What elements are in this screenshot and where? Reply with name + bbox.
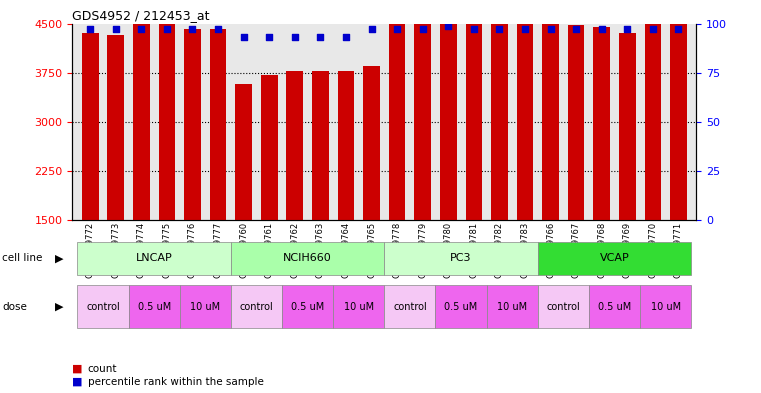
Text: cell line: cell line [2, 253, 43, 263]
Bar [231, 285, 282, 328]
Point [135, 26, 148, 33]
Bar [645, 21, 661, 220]
Point [365, 26, 377, 33]
Text: count: count [88, 364, 117, 374]
Bar [333, 285, 384, 328]
Bar [107, 35, 124, 220]
Bar [640, 285, 691, 328]
Point [519, 26, 531, 33]
Bar [538, 242, 691, 275]
Text: 0.5 uM: 0.5 uM [291, 301, 324, 312]
Bar [282, 285, 333, 328]
Point [570, 26, 582, 33]
Bar [82, 33, 98, 220]
Text: 10 uM: 10 uM [190, 301, 221, 312]
Point [84, 26, 97, 33]
Bar [589, 285, 640, 328]
Bar [158, 20, 175, 220]
Point [596, 26, 608, 33]
Point [442, 22, 454, 29]
Bar [594, 27, 610, 220]
Point [672, 26, 684, 33]
Bar [543, 15, 559, 220]
Text: NCIH660: NCIH660 [283, 253, 332, 263]
Bar [286, 71, 303, 220]
Bar [414, 0, 431, 220]
Text: 0.5 uM: 0.5 uM [138, 301, 170, 312]
Point [468, 26, 480, 33]
Bar [235, 84, 252, 220]
Bar [261, 75, 278, 220]
Text: GDS4952 / 212453_at: GDS4952 / 212453_at [72, 9, 210, 22]
Bar [568, 25, 584, 220]
Text: 10 uM: 10 uM [651, 301, 680, 312]
Bar [440, 0, 457, 220]
Bar [231, 242, 384, 275]
Bar [78, 242, 231, 275]
Bar [486, 285, 538, 328]
Bar [312, 71, 329, 220]
Text: ▶: ▶ [55, 301, 63, 312]
Text: control: control [393, 301, 427, 312]
Text: dose: dose [2, 301, 27, 312]
Point [161, 26, 173, 33]
Text: 0.5 uM: 0.5 uM [598, 301, 631, 312]
Text: 0.5 uM: 0.5 uM [444, 301, 478, 312]
Bar [389, 0, 406, 220]
Text: 10 uM: 10 uM [497, 301, 527, 312]
Text: percentile rank within the sample: percentile rank within the sample [88, 377, 263, 387]
Text: ■: ■ [72, 364, 83, 374]
Point [237, 34, 250, 40]
Text: ▶: ▶ [55, 253, 63, 263]
Text: LNCAP: LNCAP [135, 253, 173, 263]
Point [314, 34, 326, 40]
Text: control: control [86, 301, 120, 312]
Bar [184, 29, 201, 220]
Bar [435, 285, 486, 328]
Point [186, 26, 199, 33]
Bar [491, 0, 508, 220]
Bar [384, 285, 435, 328]
Bar [517, 0, 533, 220]
Point [647, 26, 659, 33]
Text: PC3: PC3 [451, 253, 472, 263]
Point [340, 34, 352, 40]
Point [391, 26, 403, 33]
Bar [363, 66, 380, 220]
Bar [619, 33, 635, 220]
Point [493, 26, 505, 33]
Point [110, 26, 122, 33]
Text: 10 uM: 10 uM [344, 301, 374, 312]
Bar [538, 285, 589, 328]
Bar [466, 0, 482, 220]
Bar [210, 29, 226, 220]
Point [263, 34, 275, 40]
Point [212, 26, 224, 33]
Point [621, 26, 633, 33]
Bar [338, 71, 355, 220]
Bar [180, 285, 231, 328]
Point [416, 26, 428, 33]
Bar [129, 285, 180, 328]
Bar [670, 12, 686, 220]
Text: VCAP: VCAP [600, 253, 629, 263]
Point [288, 34, 301, 40]
Text: ■: ■ [72, 377, 83, 387]
Text: control: control [240, 301, 273, 312]
Text: control: control [546, 301, 580, 312]
Point [544, 26, 556, 33]
Bar [384, 242, 538, 275]
Bar [133, 21, 150, 220]
Bar [78, 285, 129, 328]
